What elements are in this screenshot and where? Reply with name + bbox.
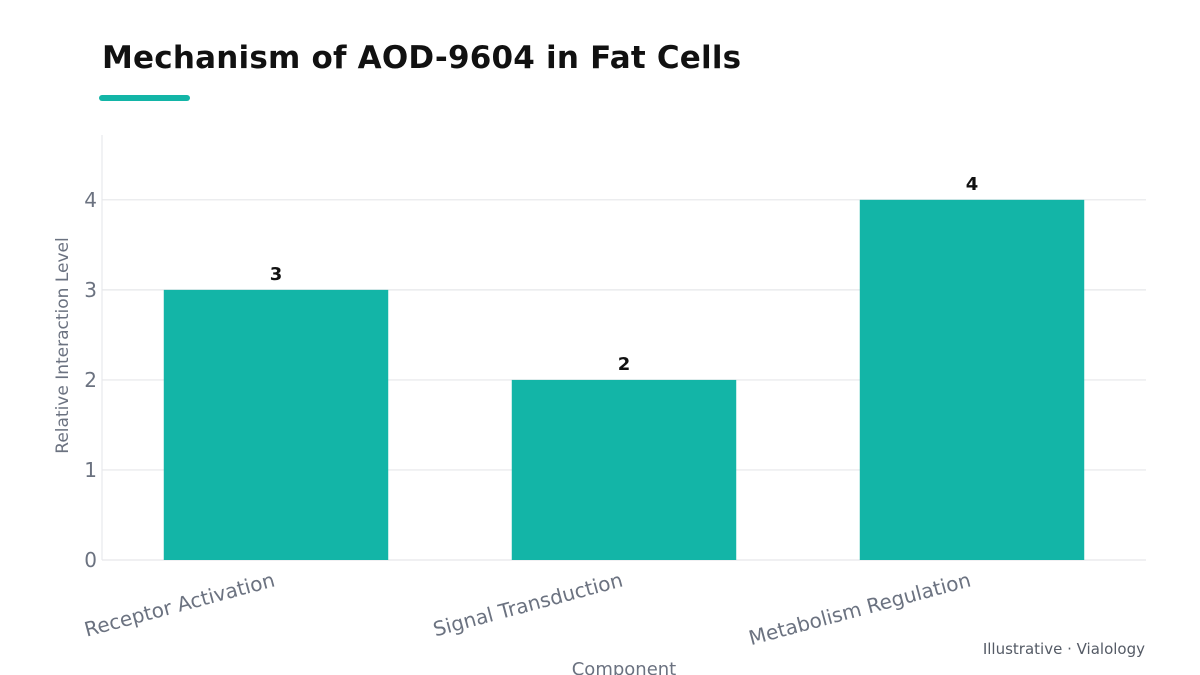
y-tick-labels: 0 1 2 3 4: [84, 188, 97, 572]
x-tick-labels: Receptor Activation Signal Transduction Me…: [82, 568, 974, 650]
chart-title: Mechanism of AOD-9604 in Fat Cells: [102, 40, 742, 76]
data-label: 4: [966, 174, 979, 195]
y-tick-label: 0: [84, 548, 97, 572]
bar: [859, 199, 1085, 560]
data-label: 2: [618, 354, 631, 375]
data-label: 3: [270, 264, 283, 285]
y-axis-label: Relative Interaction Level: [53, 237, 73, 453]
credit-text: Illustrative · Vialology: [982, 640, 1145, 658]
x-tick-label: Signal Transduction: [430, 568, 625, 642]
y-tick-label: 4: [84, 188, 97, 212]
title-accent-bar: [99, 95, 190, 101]
bar: [511, 379, 737, 560]
y-tick-label: 1: [84, 458, 97, 482]
x-axis-label: Component: [572, 659, 677, 675]
y-tick-label: 3: [84, 278, 97, 302]
bars: [163, 199, 1085, 560]
x-tick-label: Metabolism Regulation: [746, 568, 973, 650]
x-tick-label: Receptor Activation: [82, 568, 278, 642]
y-tick-label: 2: [84, 368, 97, 392]
data-labels: 3 2 4: [270, 174, 979, 375]
bar: [163, 289, 389, 560]
